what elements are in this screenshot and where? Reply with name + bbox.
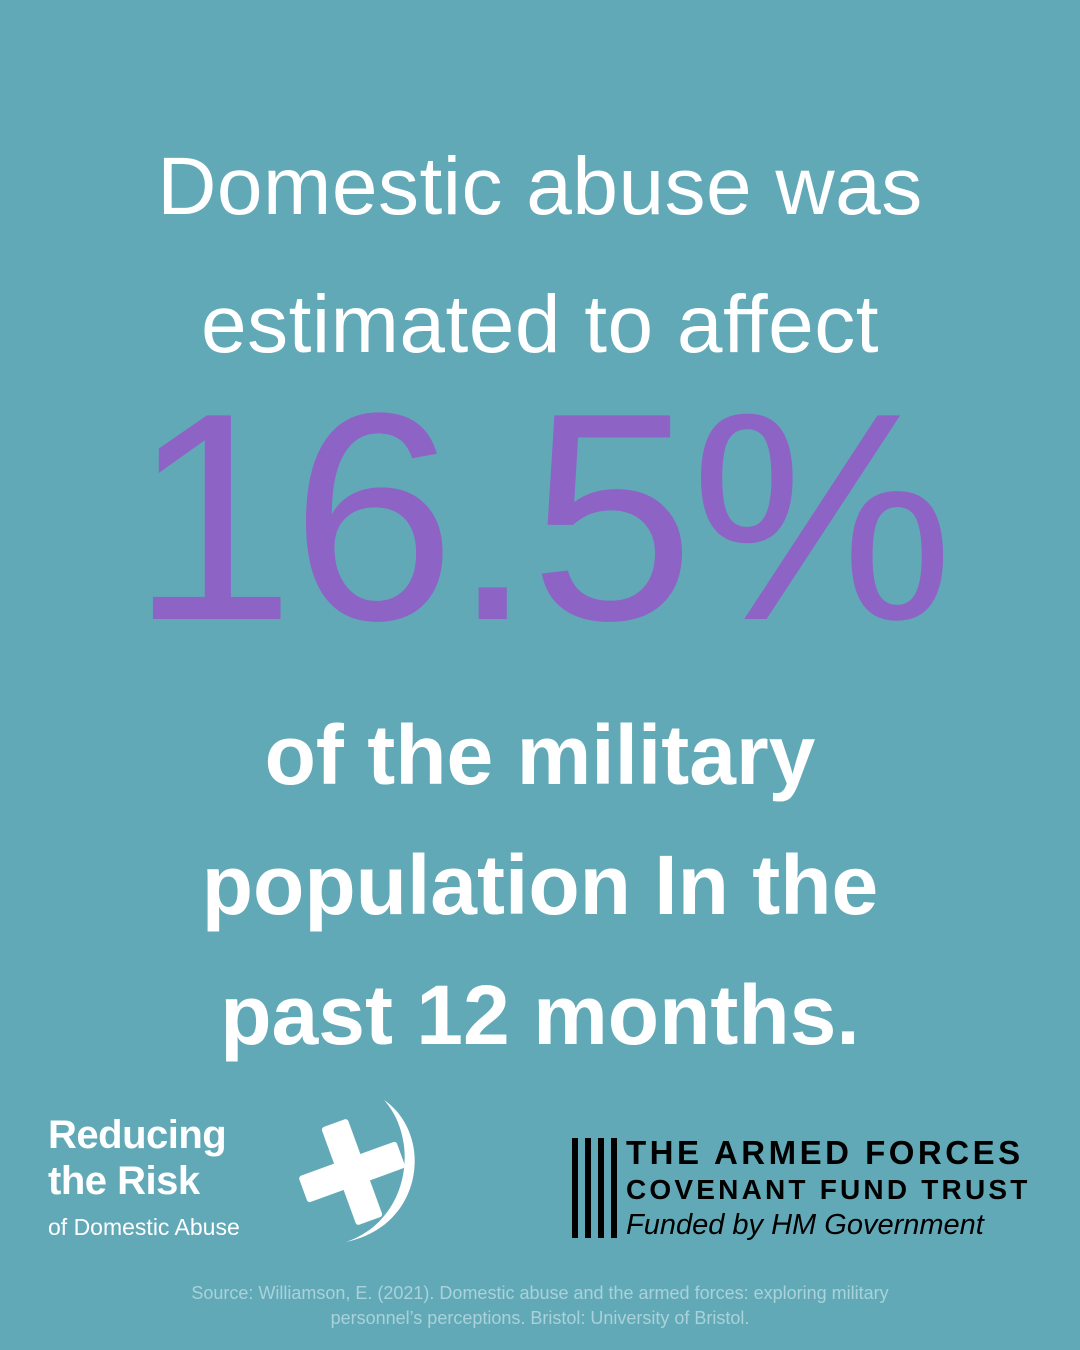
- source-line-2: personnel’s perceptions. Bristol: Univer…: [330, 1308, 750, 1328]
- subline-line-3: past 12 months.: [220, 968, 860, 1062]
- rtr-title-line-2: the Risk: [48, 1159, 200, 1203]
- statistic-value: 16.5%: [130, 351, 953, 682]
- afc-line-3: Funded by HM Government: [626, 1209, 984, 1241]
- armed-forces-covenant-logo: THE ARMED FORCES COVENANT FUND TRUST Fun…: [572, 1134, 1042, 1244]
- source-line-1: Source: Williamson, E. (2021). Domestic …: [191, 1283, 889, 1303]
- rtr-title: Reducing the Risk: [48, 1112, 227, 1204]
- source-citation: Source: Williamson, E. (2021). Domestic …: [90, 1281, 990, 1331]
- subline-line-1: of the military: [264, 708, 816, 802]
- vertical-bars-icon: [572, 1138, 617, 1238]
- headline-line-1: Domestic abuse was: [157, 141, 923, 232]
- reducing-the-risk-logo: Reducing the Risk of Domestic Abuse: [48, 1094, 428, 1254]
- headline-line-2: estimated to affect: [200, 279, 880, 370]
- cross-crescent-icon: [299, 1100, 415, 1242]
- rtr-title-line-1: Reducing: [48, 1113, 227, 1157]
- afc-line-2: COVENANT FUND TRUST: [626, 1174, 1031, 1205]
- headline: Domestic abuse was estimated to affect: [0, 118, 1080, 394]
- rtr-subtitle: of Domestic Abuse: [48, 1214, 240, 1240]
- subline-line-2: population In the: [201, 838, 879, 932]
- afc-line-1: THE ARMED FORCES: [626, 1134, 1024, 1171]
- subline: of the military population In the past 1…: [0, 690, 1080, 1080]
